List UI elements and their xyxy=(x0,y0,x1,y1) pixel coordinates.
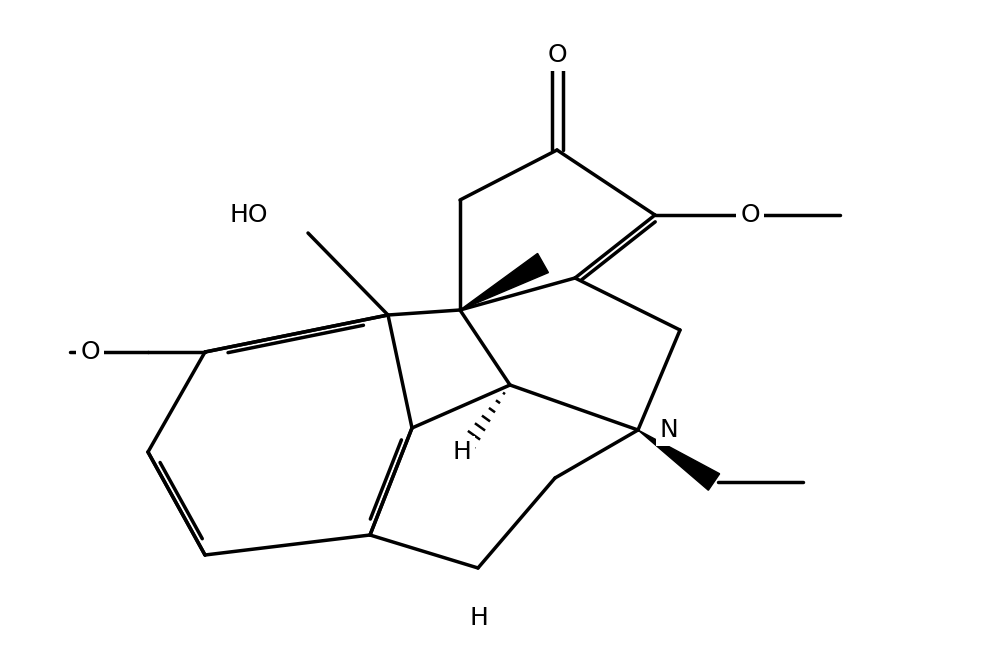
Polygon shape xyxy=(638,430,720,490)
Text: O: O xyxy=(547,43,567,67)
Text: H: H xyxy=(453,440,472,464)
Text: O: O xyxy=(740,203,760,227)
Text: H: H xyxy=(470,606,489,630)
Polygon shape xyxy=(460,253,548,310)
Text: N: N xyxy=(660,418,679,442)
Text: O: O xyxy=(80,340,100,364)
Text: HO: HO xyxy=(229,203,268,227)
